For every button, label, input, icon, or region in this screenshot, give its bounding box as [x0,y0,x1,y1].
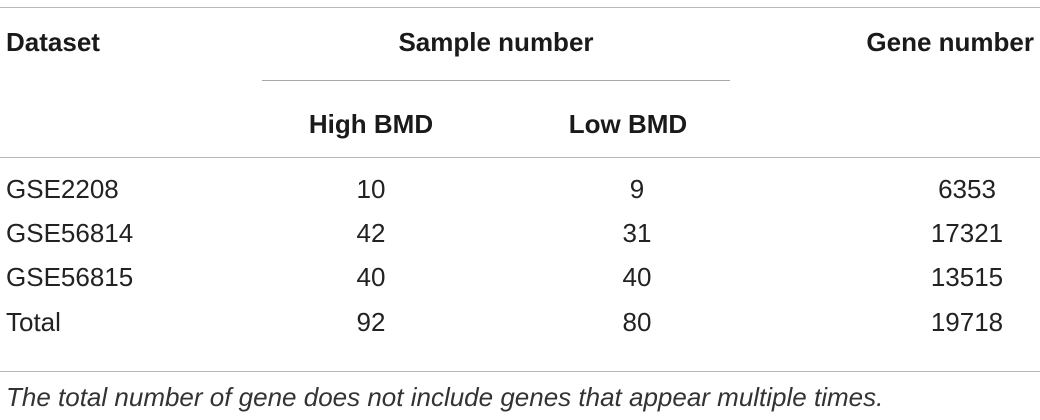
cell-high-bmd: 40 [356,262,386,292]
cell-dataset: GSE2208 [6,174,119,204]
cell-low-bmd: 80 [622,307,652,337]
table-row: Total 92 80 19718 [0,300,1040,344]
table-footnote: The total number of gene does not includ… [6,382,884,412]
header-high-bmd: High BMD [308,109,434,139]
top-rule [0,7,1040,8]
header-sample-number: Sample number [398,27,594,57]
table-row: GSE56814 42 31 17321 [0,211,1040,255]
cell-low-bmd: 40 [622,262,652,292]
header-rule [0,157,1040,158]
cell-gene-number: 19718 [930,307,1004,337]
cell-dataset: GSE56814 [6,218,134,248]
cell-low-bmd: 9 [629,174,645,204]
sample-number-rule [262,80,730,81]
header-gene-number: Gene number [866,27,1034,57]
bottom-rule [0,371,1040,372]
cell-dataset: GSE56815 [6,262,134,292]
header-low-bmd: Low BMD [568,109,688,139]
table-row: GSE56815 40 40 13515 [0,255,1040,299]
cell-gene-number: 6353 [938,174,996,204]
cell-high-bmd: 10 [356,174,386,204]
cell-gene-number: 13515 [930,262,1004,292]
cell-high-bmd: 92 [356,307,386,337]
cell-gene-number: 17321 [930,218,1004,248]
header-dataset: Dataset [6,27,100,57]
cell-dataset: Total [6,307,61,337]
cell-low-bmd: 31 [622,218,652,248]
table-row: GSE2208 10 9 6353 [0,167,1040,211]
cell-high-bmd: 42 [356,218,386,248]
